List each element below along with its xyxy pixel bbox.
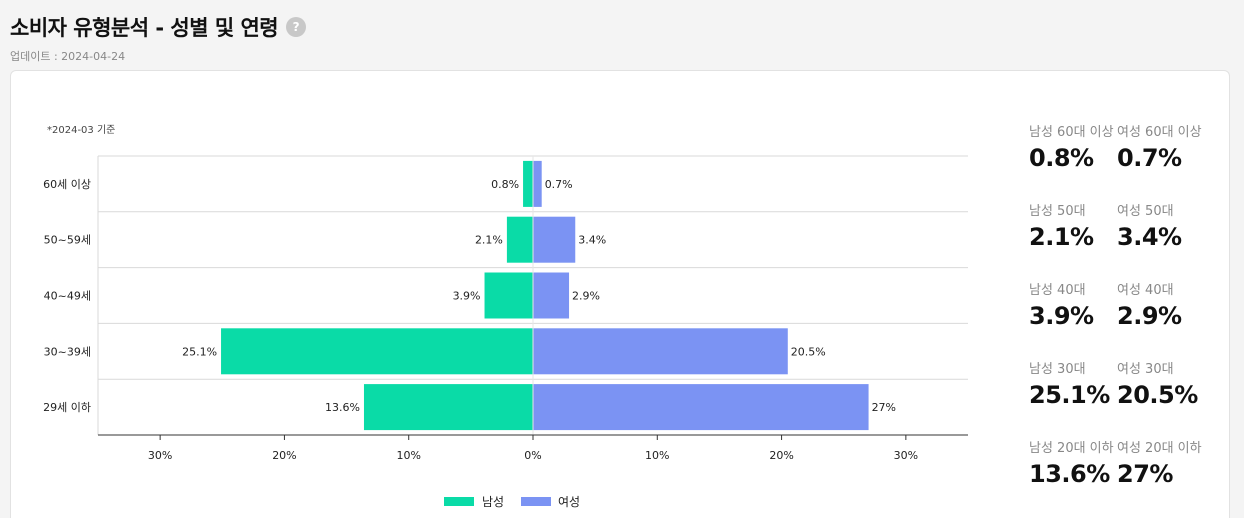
data-label-male: 2.1% [475, 234, 503, 247]
bar-male [221, 328, 534, 375]
page-header: 소비자 유형분석 - 성별 및 연령 ? 업데이트 : 2024-04-24 [10, 12, 307, 64]
data-label-male: 13.6% [325, 401, 360, 414]
bar-female [533, 216, 576, 263]
stat-value: 2.9% [1117, 302, 1182, 330]
legend-swatch-male [444, 497, 474, 506]
data-label-female: 0.7% [545, 178, 573, 191]
update-date: 업데이트 : 2024-04-24 [10, 50, 126, 63]
stat-item: 여성 20대 이하 27% [1117, 437, 1217, 516]
stat-label: 남성 30대 [1029, 362, 1086, 377]
stat-item: 남성 40대 3.9% [1029, 279, 1117, 358]
stat-value: 13.6% [1029, 460, 1110, 488]
bar-female [533, 160, 542, 207]
y-tick-label: 40~49세 [44, 290, 91, 303]
stat-item: 여성 60대 이상 0.7% [1117, 121, 1217, 200]
population-pyramid-chart: 60세 이상 0.8% 0.7% 50~59세 2.1% 3.4% 40~49세 3.9% 2.… [43, 155, 968, 509]
stat-value: 25.1% [1029, 381, 1110, 409]
page-title: 소비자 유형분석 - 성별 및 연령 [10, 16, 279, 40]
help-icon[interactable]: ? [286, 17, 307, 37]
stat-value: 3.9% [1029, 302, 1094, 330]
stats-panel: 남성 60대 이상 0.8% 여성 60대 이상 0.7% 남성 50대 2.1% 여성 5… [1029, 121, 1217, 516]
stat-label: 남성 60대 이상 [1029, 125, 1114, 140]
stat-item: 남성 50대 2.1% [1029, 200, 1117, 279]
bar-female [533, 384, 869, 431]
stat-item: 여성 50대 3.4% [1117, 200, 1217, 279]
y-tick-label: 50~59세 [44, 234, 91, 247]
stat-value: 0.8% [1029, 144, 1094, 172]
data-label-male: 25.1% [182, 345, 217, 358]
stat-label: 여성 20대 이하 [1117, 441, 1202, 456]
data-label-male: 3.9% [453, 290, 481, 303]
data-label-female: 20.5% [791, 345, 826, 358]
stat-label: 여성 60대 이상 [1117, 125, 1202, 140]
bar-male [363, 384, 533, 431]
x-tick-label: 10% [645, 449, 669, 462]
stat-label: 남성 40대 [1029, 283, 1086, 298]
x-tick-label: 20% [272, 449, 296, 462]
stat-value: 20.5% [1117, 381, 1198, 409]
stat-value: 27% [1117, 460, 1173, 488]
y-tick-label: 60세 이상 [43, 178, 91, 191]
bar-male [523, 160, 533, 207]
x-tick-label: 20% [769, 449, 793, 462]
legend-label-male: 남성 [482, 495, 504, 509]
stat-item: 남성 30대 25.1% [1029, 358, 1117, 437]
bar-female [533, 272, 570, 319]
stat-value: 2.1% [1029, 223, 1094, 251]
x-tick-label: 30% [148, 449, 172, 462]
stat-item: 남성 20대 이하 13.6% [1029, 437, 1117, 516]
legend-label-female: 여성 [558, 495, 580, 509]
stat-label: 여성 40대 [1117, 283, 1174, 298]
stat-label: 남성 20대 이하 [1029, 441, 1114, 456]
stat-item: 여성 30대 20.5% [1117, 358, 1217, 437]
y-tick-label: 29세 이하 [43, 400, 91, 414]
legend-swatch-female [521, 497, 551, 506]
x-tick-label: 0% [524, 449, 541, 462]
stat-value: 0.7% [1117, 144, 1182, 172]
y-tick-label: 30~39세 [44, 345, 91, 358]
data-label-female: 27% [872, 401, 896, 414]
chart-card: *2024-03 기준 60세 이상 0.8% 0.7% 50~59세 2.1% 3.4%… [10, 70, 1230, 518]
stat-label: 남성 50대 [1029, 204, 1086, 219]
x-tick-label: 30% [894, 449, 918, 462]
stat-item: 여성 40대 2.9% [1117, 279, 1217, 358]
stat-label: 여성 30대 [1117, 362, 1174, 377]
basis-note: *2024-03 기준 [47, 125, 116, 136]
stat-value: 3.4% [1117, 223, 1182, 251]
data-label-male: 0.8% [491, 178, 519, 191]
stat-item: 남성 60대 이상 0.8% [1029, 121, 1117, 200]
bar-male [484, 272, 533, 319]
x-tick-label: 10% [396, 449, 420, 462]
stat-label: 여성 50대 [1117, 204, 1174, 219]
bar-female [533, 328, 788, 375]
data-label-female: 3.4% [578, 234, 606, 247]
bar-male [506, 216, 533, 263]
data-label-female: 2.9% [572, 290, 600, 303]
